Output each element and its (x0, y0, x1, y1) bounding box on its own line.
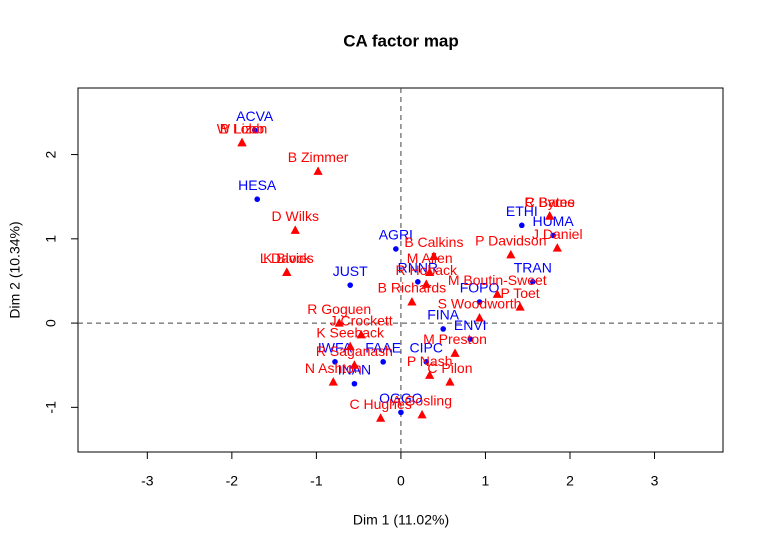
chart-title: CA factor map (343, 31, 459, 50)
point-label: FAAE (365, 340, 401, 356)
point-label: C Pilon (427, 360, 472, 376)
point-label: CIPC (410, 340, 443, 356)
x-axis-label: Dim 1 (11.02%) (353, 512, 449, 528)
point-label: A Gosling (392, 393, 452, 409)
row-point (345, 341, 355, 351)
row-point (328, 377, 338, 386)
point-label: R Goguen (307, 301, 371, 317)
column-point (380, 359, 386, 365)
point-label: P Toet (501, 285, 540, 301)
point-label: HUMA (532, 213, 574, 229)
column-point (254, 196, 261, 203)
point-label: IWFA (318, 340, 353, 356)
x-tick-label: -2 (226, 473, 239, 489)
row-point (417, 409, 427, 419)
row-point (349, 360, 360, 369)
row-point (407, 297, 417, 306)
point-label: ACVA (236, 108, 274, 124)
point-label: R Byrne (524, 194, 575, 210)
column-point (529, 278, 536, 285)
point-label: N Ashton (305, 360, 362, 376)
row-point (356, 329, 366, 339)
row-point (421, 279, 431, 288)
point-label: B Zimmer (288, 149, 349, 165)
column-point (423, 359, 430, 365)
point-label: B Lobb (220, 120, 265, 136)
row-point (313, 166, 323, 175)
y-tick-label: 1 (43, 235, 59, 243)
y-tick-label: 0 (43, 319, 59, 327)
column-point (332, 359, 338, 365)
row-point (445, 377, 455, 386)
column-point (467, 336, 474, 342)
point-label: J Daniel (532, 226, 583, 242)
column-point (476, 299, 483, 305)
y-tick-label: 2 (43, 150, 59, 158)
column-point (415, 278, 421, 285)
row-point (450, 348, 460, 357)
point-label: M Preston (423, 331, 487, 347)
point-label: D Wilks (272, 208, 319, 224)
point-label: C Bates (525, 194, 575, 210)
point-label: AGRI (379, 227, 413, 243)
point-label: R Saganash (316, 343, 393, 359)
row-point (425, 267, 435, 277)
column-point (440, 326, 446, 332)
point-label: TRAN (514, 259, 552, 275)
row-point (237, 137, 247, 147)
x-tick-label: 3 (651, 473, 659, 489)
point-label: J Crockett (330, 313, 393, 329)
row-point (429, 251, 439, 261)
point-label: M Boutin-Sweet (448, 272, 547, 288)
point-label: K Block (263, 250, 311, 266)
row-point (376, 413, 386, 422)
point-label: K Seeback (316, 324, 385, 340)
y-axis-label: Dim 2 (10.34%) (7, 221, 23, 318)
row-point (474, 313, 485, 322)
point-label: B Calkins (404, 234, 463, 250)
row-point (506, 249, 516, 259)
row-point (334, 318, 344, 327)
row-point (425, 370, 435, 379)
point-label: FINA (427, 307, 460, 323)
row-point (290, 225, 300, 234)
x-tick-label: 1 (482, 473, 490, 489)
point-label: FOPO (460, 280, 500, 296)
column-point (398, 409, 404, 416)
column-point (550, 232, 556, 239)
row-point (545, 211, 555, 220)
point-label: JUST (333, 263, 368, 279)
x-tick-label: -3 (141, 473, 154, 489)
point-label: ETHI (506, 203, 538, 219)
point-label: INAN (338, 361, 371, 377)
column-point (251, 127, 258, 133)
point-label: B Richards (378, 280, 446, 296)
column-point (351, 380, 358, 387)
y-tick-label: -1 (43, 401, 59, 414)
x-tick-label: 2 (566, 473, 574, 489)
point-label: OGGO (379, 390, 423, 406)
x-tick-label: 0 (397, 473, 405, 489)
point-label: W Lizon (217, 120, 268, 136)
column-point (393, 246, 399, 252)
point-label: HESA (238, 177, 277, 193)
point-label: P Nash (407, 353, 453, 369)
point-label: M Allen (407, 250, 453, 266)
point-label: C Hughes (350, 396, 412, 412)
point-label: P Davidson (475, 233, 546, 249)
row-point (282, 267, 292, 277)
row-point (515, 302, 525, 311)
point-label: L Davies (260, 250, 314, 266)
x-tick-label: -1 (310, 473, 323, 489)
point-label: S Woodworth (438, 296, 522, 312)
row-point (492, 289, 502, 298)
point-label: R Hoback (396, 262, 458, 278)
row-point (552, 243, 562, 252)
column-point (347, 282, 354, 288)
column-point (519, 222, 525, 229)
